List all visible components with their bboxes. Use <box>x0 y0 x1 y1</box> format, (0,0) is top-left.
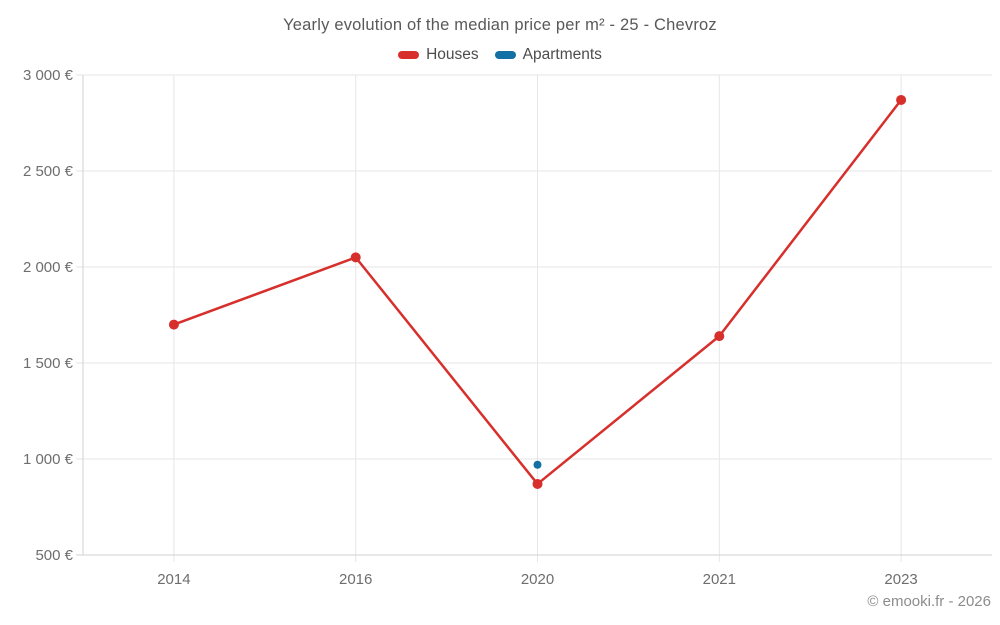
legend-item-apartments[interactable]: Apartments <box>494 46 602 64</box>
x-axis-label: 2014 <box>157 571 190 588</box>
y-axis-label: 1 000 € <box>23 451 74 468</box>
y-axis-label: 2 000 € <box>23 259 74 276</box>
y-axis-label: 3 000 € <box>23 67 74 84</box>
legend-swatch-houses <box>398 51 420 59</box>
legend-swatch-apartments <box>494 51 516 59</box>
data-point-houses-2021 <box>714 331 725 342</box>
x-axis-label: 2016 <box>339 571 372 588</box>
watermark-credit: © emooki.fr - 2026 <box>867 593 991 610</box>
data-point-houses-2023 <box>896 94 907 105</box>
legend-label: Apartments <box>522 46 602 63</box>
x-axis-label: 2020 <box>521 571 554 588</box>
data-point-houses-2016 <box>350 252 361 263</box>
y-axis-label: 500 € <box>35 547 73 564</box>
legend-label: Houses <box>426 46 479 63</box>
x-axis-label: 2023 <box>884 571 917 588</box>
data-point-houses-2020 <box>532 478 543 489</box>
y-axis-label: 2 500 € <box>23 163 74 180</box>
data-point-apartments-2020 <box>533 460 542 469</box>
chart-legend: Houses Apartments <box>0 46 1000 64</box>
legend-item-houses[interactable]: Houses <box>398 46 479 64</box>
x-axis-label: 2021 <box>703 571 736 588</box>
y-axis-label: 1 500 € <box>23 355 74 372</box>
chart-title: Yearly evolution of the median price per… <box>283 16 717 34</box>
data-point-houses-2014 <box>168 319 179 330</box>
